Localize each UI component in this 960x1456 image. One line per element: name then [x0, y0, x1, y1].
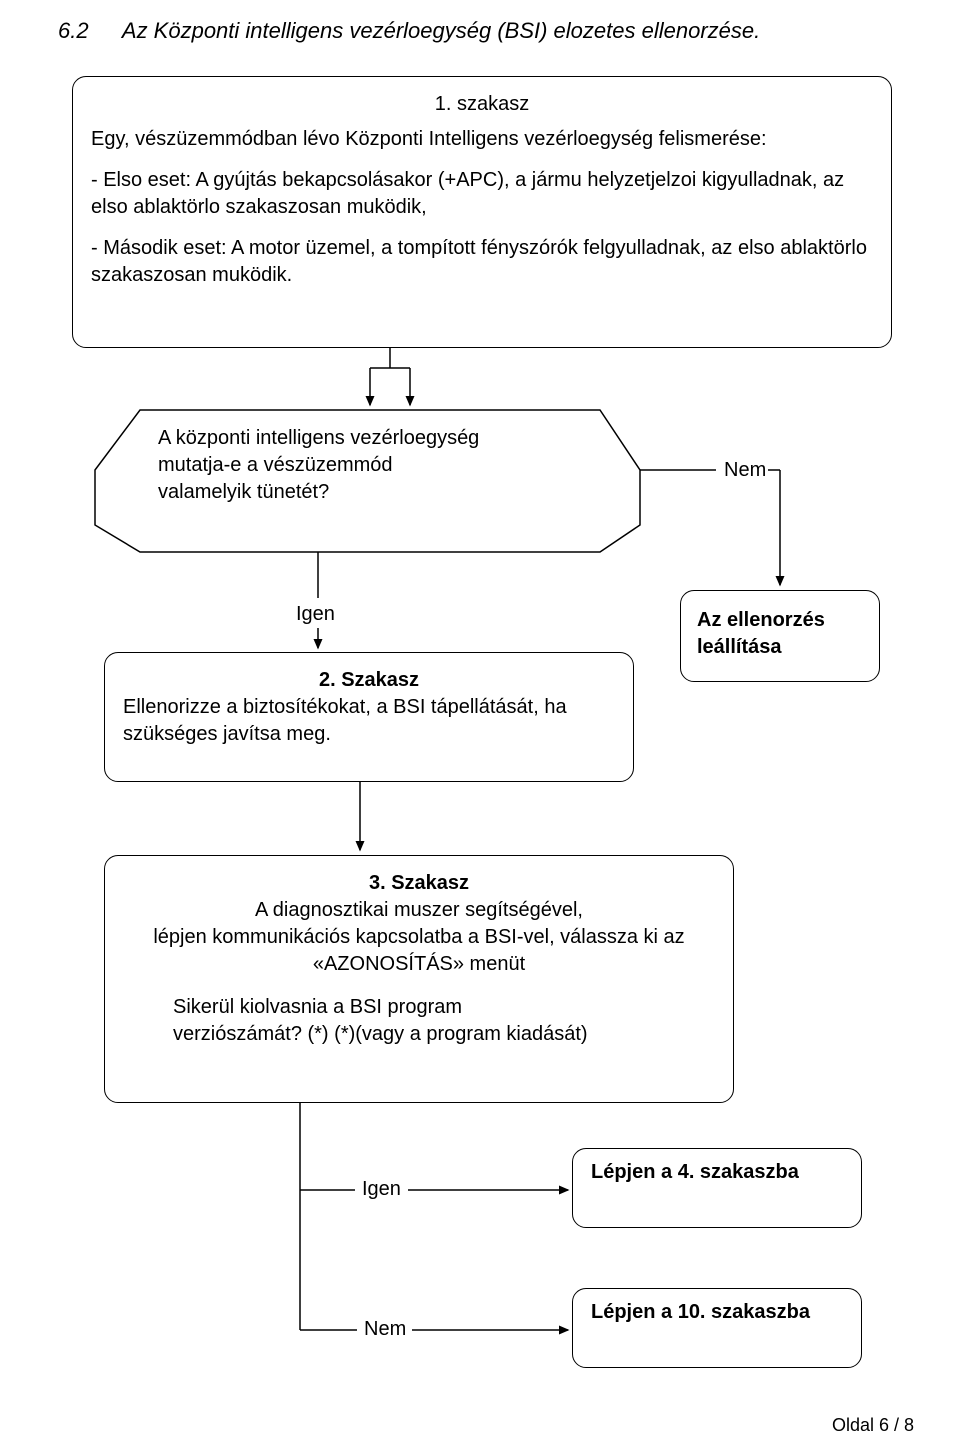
stop-check-box: Az ellenorzés leállítása — [680, 590, 880, 682]
stop-line-2: leállítása — [697, 634, 863, 661]
goto-4-text: Lépjen a 4. szakaszba — [591, 1161, 799, 1183]
step-3-para2: lépjen kommunikációs kapcsolatba a BSI-v… — [123, 924, 715, 978]
decision-line-1: A központi intelligens vezérloegység — [158, 425, 578, 452]
step-3-title: 3. Szakasz — [123, 870, 715, 897]
heading-number: 6.2 — [58, 18, 89, 43]
step-3-para3a: Sikerül kiolvasnia a BSI program — [173, 994, 715, 1021]
step-1-para2: - Második eset: A motor üzemel, a tompít… — [91, 235, 873, 289]
step-1-line1: Egy, vészüzemmódban lévo Központi Intell… — [91, 126, 873, 153]
step-3-para1: A diagnosztikai muszer segítségével, — [123, 897, 715, 924]
step-2-title: 2. Szakasz — [123, 667, 615, 694]
no-label-2: Nem — [364, 1318, 406, 1341]
decision-text: A központi intelligens vezérloegység mut… — [158, 425, 578, 506]
heading-text: Az Központi intelligens vezérloegység (B… — [122, 18, 760, 43]
decision-line-3: valamelyik tünetét? — [158, 479, 578, 506]
step-3-box: 3. Szakasz A diagnosztikai muszer segíts… — [104, 855, 734, 1103]
yes-label-1: Igen — [296, 603, 335, 626]
goto-10-text: Lépjen a 10. szakaszba — [591, 1301, 810, 1323]
decision-no-label: Nem — [724, 459, 766, 482]
yes-label-2: Igen — [362, 1178, 401, 1201]
step-1-box: 1. szakasz Egy, vészüzemmódban lévo Közp… — [72, 76, 892, 348]
decision-line-2: mutatja-e a vészüzemmód — [158, 452, 578, 479]
goto-10-box: Lépjen a 10. szakaszba — [572, 1288, 862, 1368]
step-3-para3b: verziószámát? (*) (*)(vagy a program kia… — [173, 1021, 715, 1048]
page-footer: Oldal 6 / 8 — [832, 1415, 914, 1436]
section-heading: 6.2 Az Központi intelligens vezérloegysé… — [58, 18, 918, 44]
goto-4-box: Lépjen a 4. szakaszba — [572, 1148, 862, 1228]
step-1-title: 1. szakasz — [91, 91, 873, 118]
stop-line-1: Az ellenorzés — [697, 607, 863, 634]
step-2-box: 2. Szakasz Ellenorizze a biztosítékokat,… — [104, 652, 634, 782]
step-2-body: Ellenorizze a biztosítékokat, a BSI tápe… — [123, 694, 615, 748]
step-1-para1: - Elso eset: A gyújtás bekapcsolásakor (… — [91, 167, 873, 221]
